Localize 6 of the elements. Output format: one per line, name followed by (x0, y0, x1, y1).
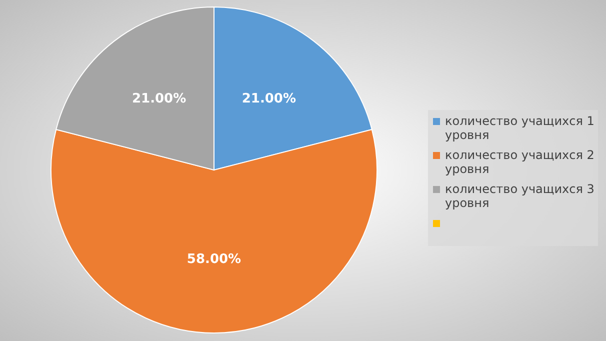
data-label: 21.00% (242, 92, 296, 107)
data-label: 58.00% (186, 252, 242, 268)
data-label: 21.00% (132, 92, 186, 107)
slice-label: количество учащихся 2 уровня (445, 148, 594, 176)
legend-label: количество учащихся 3 уровня (445, 182, 594, 210)
legend-label: количество учащихся 1 уровня (445, 114, 594, 142)
